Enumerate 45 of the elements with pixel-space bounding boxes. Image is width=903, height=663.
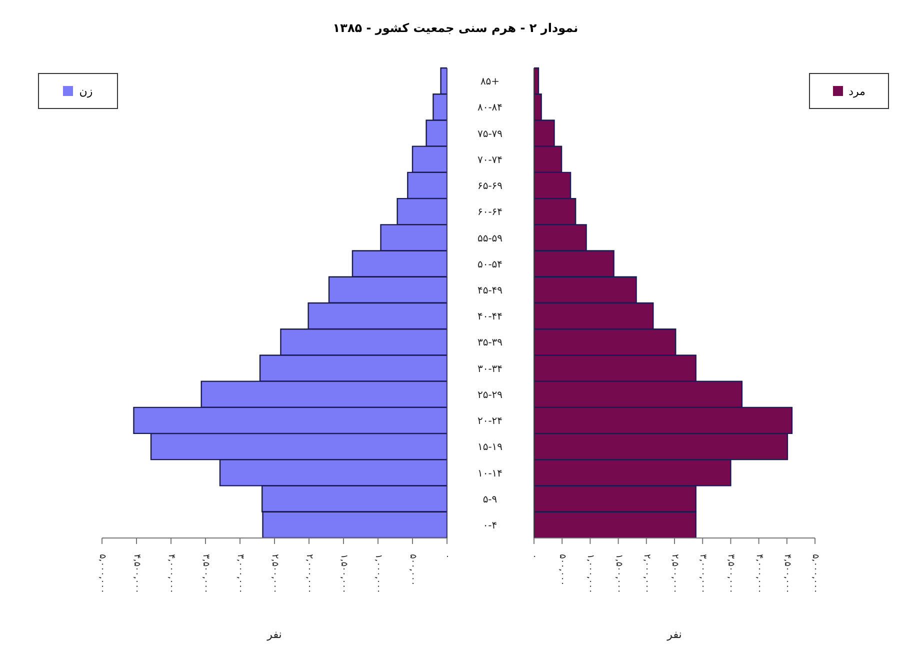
y-tick-label: ۵۰-۵۴ — [477, 259, 503, 270]
x-tick-label: ۵,۰۰۰,۰۰۰ — [97, 554, 107, 594]
x-tick-label: ۵۰۰,۰۰۰ — [557, 554, 568, 586]
x-axis-title: نفر — [266, 628, 282, 641]
y-tick-label: ۸۵+ — [480, 76, 500, 88]
y-tick-label: ۴۵-۴۹ — [477, 285, 503, 296]
chart-title: نمودار ۲ - هرم سنی جمعیت کشور - ۱۳۸۵ — [332, 20, 580, 37]
x-tick-label: ۴,۵۰۰,۰۰۰ — [782, 554, 792, 594]
y-tick-label: ۲۰-۲۴ — [477, 416, 503, 428]
x-tick-label: ۳,۵۰۰,۰۰۰ — [200, 554, 210, 594]
x-tick-label: ۲,۵۰۰,۰۰۰ — [670, 554, 680, 594]
x-tick-label: ۳,۵۰۰,۰۰۰ — [726, 554, 736, 594]
x-tick-label: ۲,۰۰۰,۰۰۰ — [304, 554, 314, 594]
x-tick-label: ۲,۵۰۰,۰۰۰ — [270, 554, 280, 594]
legend-label: مرد — [848, 84, 866, 98]
x-tick-label: ۰ — [529, 554, 539, 559]
x-tick-label: ۴,۰۰۰,۰۰۰ — [166, 554, 176, 594]
x-tick-label: ۵,۰۰۰,۰۰۰ — [810, 554, 820, 594]
x-tick-label: ۳,۰۰۰,۰۰۰ — [698, 554, 708, 594]
y-tick-label: ۰-۴ — [482, 520, 498, 532]
x-axis-title: نفر — [666, 628, 682, 641]
y-tick-label: ۵-۹ — [482, 494, 498, 506]
y-tick-label: ۱۰-۱۴ — [477, 468, 503, 480]
x-tick-label: ۱,۵۰۰,۰۰۰ — [613, 554, 624, 594]
x-tick-label: ۳,۰۰۰,۰۰۰ — [235, 554, 245, 594]
x-tick-label: ۴,۰۰۰,۰۰۰ — [754, 554, 764, 594]
y-tick-label: ۷۵-۷۹ — [477, 128, 503, 140]
legend-label: زن — [79, 84, 93, 98]
x-tick-label: ۴,۵۰۰,۰۰۰ — [132, 554, 142, 594]
y-tick-label: ۴۰-۴۴ — [477, 312, 503, 323]
y-tick-label: ۶۵-۶۹ — [477, 181, 503, 192]
y-tick-label: ۱۵-۱۹ — [477, 442, 503, 454]
y-tick-label: ۵۵-۵۹ — [477, 233, 503, 244]
x-tick-label: ۲,۰۰۰,۰۰۰ — [641, 554, 652, 594]
y-tick-label: ۳۰-۳۴ — [477, 364, 503, 375]
x-tick-label: ۰ — [442, 554, 452, 559]
y-tick-label: ۳۵-۳۹ — [477, 338, 503, 349]
y-tick-label: ۸۰-۸۴ — [477, 102, 503, 114]
x-tick-label: ۱,۰۰۰,۰۰۰ — [585, 554, 596, 594]
y-tick-label: ۶۰-۶۴ — [477, 207, 503, 218]
y-tick-label: ۲۵-۲۹ — [477, 390, 503, 401]
x-tick-label: ۵۰۰,۰۰۰ — [408, 554, 418, 586]
x-tick-label: ۱,۵۰۰,۰۰۰ — [338, 554, 348, 594]
y-tick-label: ۷۰-۷۴ — [477, 154, 503, 166]
x-tick-label: ۱,۰۰۰,۰۰۰ — [373, 554, 383, 594]
